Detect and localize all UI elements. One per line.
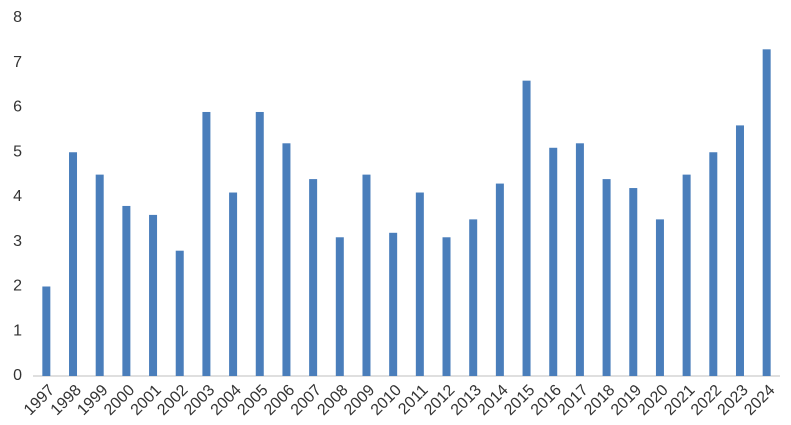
bar xyxy=(389,232,398,376)
bar xyxy=(309,179,318,376)
x-tick-label: 2013 xyxy=(448,382,485,419)
x-tick-label: 2006 xyxy=(261,382,298,419)
bar xyxy=(175,250,184,376)
x-tick-label: 2019 xyxy=(608,382,645,419)
bar xyxy=(95,174,104,376)
x-tick-label: 2014 xyxy=(474,382,511,419)
y-tick-label: 2 xyxy=(13,278,22,295)
bar xyxy=(682,174,691,376)
x-tick-label: 2009 xyxy=(341,382,378,419)
x-tick-label: 2018 xyxy=(581,382,618,419)
bar xyxy=(735,125,744,377)
bar xyxy=(202,111,211,376)
x-tick-label: 1997 xyxy=(21,382,58,419)
bar xyxy=(495,183,504,376)
x-tick-label: 2022 xyxy=(688,382,725,419)
bar xyxy=(69,152,78,376)
bar xyxy=(469,219,478,376)
x-tick-label: 2010 xyxy=(368,382,405,419)
x-tick-label: 2012 xyxy=(421,382,458,419)
bar xyxy=(522,80,531,377)
x-tick-label: 2008 xyxy=(314,382,351,419)
x-tick-label: 2003 xyxy=(181,382,218,419)
bar xyxy=(442,237,451,376)
x-tick-label: 2007 xyxy=(288,382,325,419)
y-tick-label: 7 xyxy=(13,54,22,71)
bar xyxy=(282,143,291,376)
bar xyxy=(655,219,664,376)
x-tick-label: 2023 xyxy=(715,382,752,419)
y-tick-label: 0 xyxy=(13,367,22,384)
y-tick-label: 4 xyxy=(13,188,22,205)
y-tick-label: 6 xyxy=(13,99,22,116)
x-tick-label: 2015 xyxy=(501,382,538,419)
x-tick-label: 2017 xyxy=(555,382,592,419)
x-tick-label: 2002 xyxy=(154,382,191,419)
x-tick-label: 1999 xyxy=(74,382,111,419)
x-tick-label: 2021 xyxy=(661,382,698,419)
bar xyxy=(602,179,611,376)
bar xyxy=(149,214,158,376)
bar xyxy=(629,188,638,376)
y-tick-label: 3 xyxy=(13,233,22,250)
x-tick-label: 2020 xyxy=(635,382,672,419)
y-tick-label: 1 xyxy=(13,322,22,339)
y-tick-label: 8 xyxy=(13,9,22,26)
x-tick-label: 2024 xyxy=(741,382,778,419)
bar xyxy=(42,286,51,376)
y-tick-label: 5 xyxy=(13,143,22,160)
x-tick-label: 2004 xyxy=(208,382,245,419)
bar xyxy=(415,192,424,376)
x-tick-label: 2000 xyxy=(101,382,138,419)
x-tick-label: 2005 xyxy=(234,382,271,419)
bar xyxy=(362,174,371,376)
x-tick-label: 2016 xyxy=(528,382,565,419)
bar xyxy=(122,205,131,376)
bar xyxy=(575,143,584,376)
bar xyxy=(549,147,558,376)
bar xyxy=(229,192,238,376)
x-tick-label: 1998 xyxy=(48,382,85,419)
bar xyxy=(255,111,264,376)
bar xyxy=(762,49,771,376)
x-tick-label: 2001 xyxy=(128,382,165,419)
bar xyxy=(335,237,344,376)
bar xyxy=(709,152,718,376)
